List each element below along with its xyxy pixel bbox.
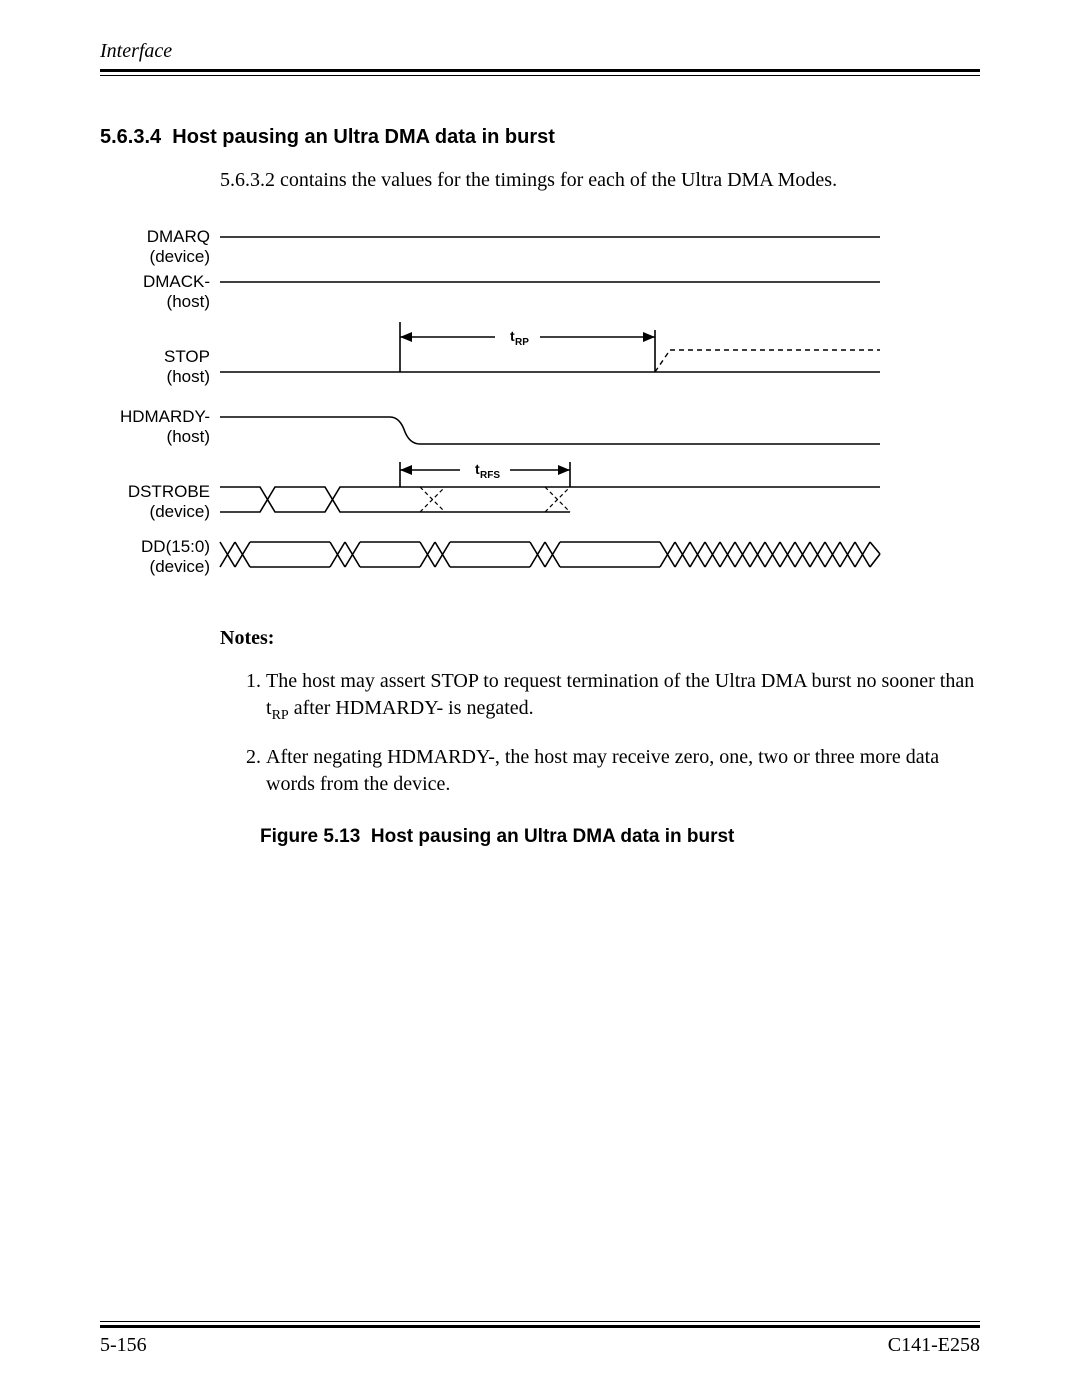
- timing-label-trp-sub: RP: [515, 337, 529, 348]
- figure-number: Figure 5.13: [260, 826, 360, 847]
- section-heading: 5.6.3.4 Host pausing an Ultra DMA data i…: [100, 126, 980, 149]
- running-header: Interface: [100, 40, 980, 67]
- signal-label-stop: STOP: [164, 347, 210, 366]
- signal-label-dmarq: DMARQ: [147, 227, 210, 246]
- note-item: After negating HDMARDY-, the host may re…: [266, 744, 980, 798]
- notes-block: Notes: The host may assert STOP to reque…: [220, 627, 980, 798]
- signal-sub-dmarq: (device): [150, 247, 210, 266]
- footer-doc-id: C141-E258: [888, 1334, 980, 1357]
- signal-sub-hdmardy: (host): [167, 427, 210, 446]
- page: Interface 5.6.3.4 Host pausing an Ultra …: [0, 0, 1080, 1397]
- footer-page-number: 5-156: [100, 1334, 147, 1357]
- notes-heading: Notes:: [220, 627, 980, 650]
- signal-sub-dmack: (host): [167, 292, 210, 311]
- section-number: 5.6.3.4: [100, 126, 161, 148]
- signal-label-dstrobe: DSTROBE: [128, 482, 210, 501]
- signal-label-dd: DD(15:0): [141, 537, 210, 556]
- figure-caption: Figure 5.13 Host pausing an Ultra DMA da…: [260, 826, 980, 848]
- signal-label-dmack: DMACK-: [143, 272, 210, 291]
- page-footer: 5-156 C141-E258: [100, 1321, 980, 1357]
- notes-list: The host may assert STOP to request term…: [220, 668, 980, 798]
- bottom-rule: [100, 1321, 980, 1328]
- signal-sub-stop: (host): [167, 367, 210, 386]
- signal-sub-dstrobe: (device): [150, 502, 210, 521]
- timing-diagram-svg: DMARQ (device) DMACK- (host) t RP STOP (…: [100, 222, 980, 592]
- section-title: Host pausing an Ultra DMA data in burst: [172, 126, 555, 148]
- intro-text: 5.6.3.2 contains the values for the timi…: [220, 169, 980, 192]
- top-rule: [100, 69, 980, 76]
- signal-label-hdmardy: HDMARDY-: [120, 407, 210, 426]
- timing-label-trfs-sub: RFS: [480, 470, 500, 481]
- timing-diagram: DMARQ (device) DMACK- (host) t RP STOP (…: [100, 222, 980, 597]
- note-item: The host may assert STOP to request term…: [266, 668, 980, 726]
- signal-sub-dd: (device): [150, 557, 210, 576]
- figure-title: Host pausing an Ultra DMA data in burst: [371, 826, 735, 847]
